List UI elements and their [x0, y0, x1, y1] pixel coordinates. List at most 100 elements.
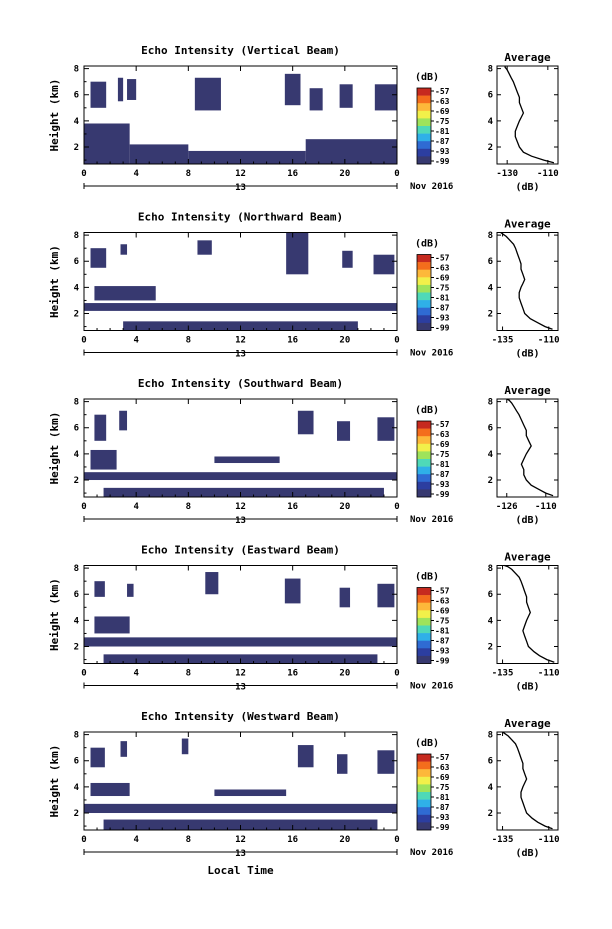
average-y-tick-label: 4: [488, 616, 494, 626]
colorbar-segment: [417, 322, 431, 331]
average-y-tick-label: 4: [488, 783, 494, 793]
colorbar-tick-label: -57: [435, 587, 450, 596]
echo-region: [374, 84, 397, 111]
echo-region: [377, 583, 395, 608]
panel-2: Echo Intensity (Northward Beam)0 4 8 12 16 20…: [48, 211, 560, 360]
colorbar-segment: [417, 633, 431, 641]
plot-frame: [83, 731, 398, 831]
x-tick-label: 16: [287, 669, 298, 679]
colorbar-tick-label: -81: [435, 460, 450, 469]
average-y-tick-label: 4: [488, 450, 494, 460]
x-tick-label: 20: [339, 502, 350, 512]
echo-region: [284, 73, 301, 106]
x-tick-label: 4: [133, 336, 139, 346]
colorbar-segment: [417, 610, 431, 619]
average-x-tick-label: -110: [535, 502, 557, 512]
average-x-tick-label: -135: [492, 669, 514, 679]
average-profile-line: [504, 564, 555, 663]
x-tick-label: 0: [394, 835, 399, 845]
average-x-tick-label: -126: [496, 502, 518, 512]
colorbar-tick-label: -63: [435, 97, 450, 106]
average-x-tick-label: -110: [537, 169, 559, 179]
panel-title: Echo Intensity (Vertical Beam): [141, 44, 340, 57]
colorbar-tick-label: -81: [435, 793, 450, 802]
y-tick-label: 4: [74, 283, 80, 293]
average-y-tick-label: 2: [488, 643, 493, 653]
colorbar-segment: [417, 133, 431, 142]
colorbar-frame: [416, 587, 432, 664]
colorbar-tick-label: -99: [435, 823, 450, 832]
colorbar-tick-label: -87: [435, 803, 450, 812]
colorbar-segment: [417, 103, 431, 112]
y-tick-label: 2: [74, 809, 79, 819]
colorbar-tick-label: -75: [435, 284, 450, 293]
echo-region: [305, 139, 397, 164]
colorbar-tick-label: -57: [435, 753, 450, 762]
average-y-tick-label: 2: [488, 143, 493, 153]
colorbar-tick-label: -87: [435, 470, 450, 479]
colorbar-tick-label: -99: [435, 324, 450, 333]
colorbar-segment: [417, 156, 431, 165]
echo-region: [120, 244, 128, 255]
x-tick-label: 0: [394, 169, 399, 179]
day-label: 13: [235, 849, 246, 859]
average-x-tick-label: -110: [538, 835, 560, 845]
y-axis-label: Height (km): [48, 745, 61, 818]
echo-region: [117, 77, 124, 102]
colorbar-tick-label: -57: [435, 87, 450, 96]
average-title: Average: [504, 384, 551, 397]
y-tick-label: 8: [74, 231, 79, 241]
colorbar-segment: [417, 269, 431, 278]
average-title: Average: [504, 218, 551, 231]
colorbar-tick-label: -81: [435, 627, 450, 636]
colorbar-tick-label: -69: [435, 274, 450, 283]
x-tick-label: 12: [235, 502, 246, 512]
echo-region: [205, 572, 219, 595]
colorbar-segment: [417, 148, 431, 157]
colorbar-tick-label: -63: [435, 763, 450, 772]
x-tick-label: 0: [394, 669, 399, 679]
echo-region: [127, 583, 134, 597]
average-frame: [496, 65, 559, 165]
average-title: Average: [504, 717, 551, 730]
average-x-label: (dB): [515, 682, 539, 693]
echo-region: [297, 745, 314, 768]
average-title: Average: [504, 551, 551, 564]
average-y-tick-label: 6: [488, 424, 493, 434]
colorbar-segment: [417, 761, 431, 770]
date-label: Nov 2016: [410, 515, 453, 525]
colorbar-segment: [417, 315, 431, 324]
echo-region: [84, 472, 397, 481]
average-y-tick-label: 8: [488, 564, 493, 574]
y-tick-label: 2: [74, 476, 79, 486]
date-label: Nov 2016: [410, 182, 453, 192]
day-label: 13: [235, 183, 246, 193]
y-tick-label: 2: [74, 143, 79, 153]
colorbar-segment: [417, 474, 431, 483]
average-x-tick-label: -135: [492, 835, 514, 845]
echo-region: [103, 819, 378, 830]
x-tick-label: 0: [81, 502, 86, 512]
colorbar-segment: [417, 595, 431, 603]
echo-region: [90, 248, 107, 268]
average-y-tick-label: 6: [488, 91, 493, 101]
average-frame: [496, 398, 559, 498]
colorbar-tick-label: -57: [435, 420, 450, 429]
average-y-tick-label: 6: [488, 757, 493, 767]
colorbar-frame: [416, 753, 432, 831]
x-tick-label: 4: [133, 502, 139, 512]
echo-region: [84, 303, 397, 311]
colorbar-segment: [417, 307, 431, 316]
day-label: 13: [235, 350, 246, 360]
colorbar-segment: [417, 254, 431, 263]
y-axis-label: Height (km): [48, 245, 61, 318]
colorbar-frame: [416, 420, 432, 498]
x-tick-label: 12: [235, 835, 246, 845]
colorbar-tick-label: -93: [435, 480, 450, 489]
x-tick-label: 20: [339, 169, 350, 179]
average-y-tick-label: 2: [488, 310, 493, 320]
echo-region: [339, 84, 353, 108]
x-tick-label: 16: [287, 169, 298, 179]
average-x-tick-label: -110: [538, 336, 560, 346]
colorbar-tick-label: -93: [435, 813, 450, 822]
